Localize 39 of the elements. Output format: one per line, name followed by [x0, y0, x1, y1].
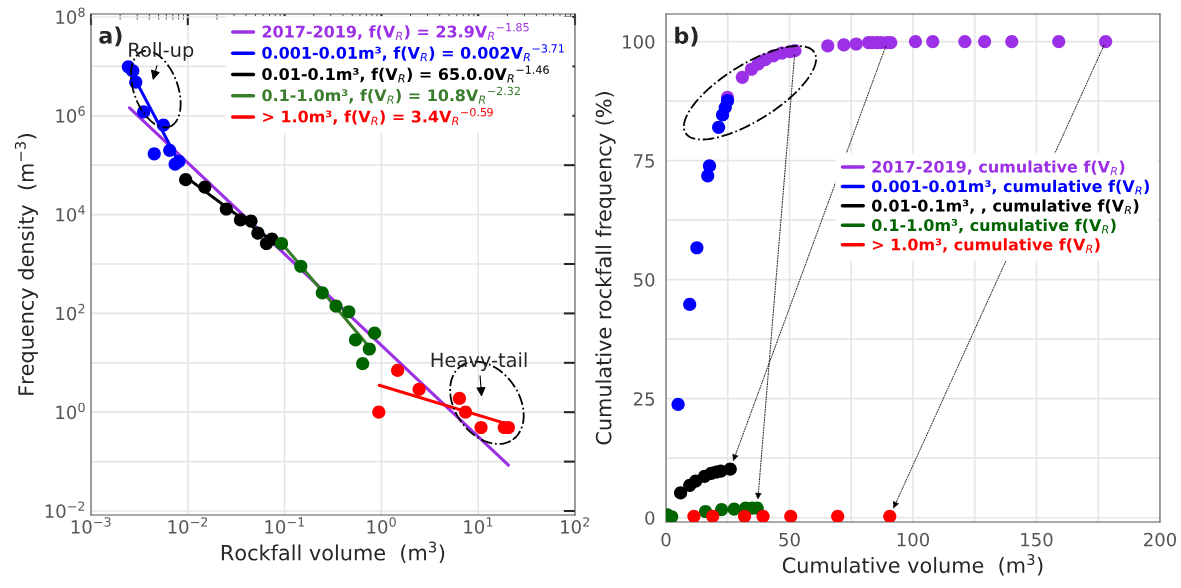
x-tick-label: 10$^{−3}$: [71, 517, 111, 534]
legend-label: > 1.0m³, cumulative f(V$_{R}$): [872, 238, 1100, 253]
x-tick-label: 150: [1021, 532, 1053, 547]
y-tick-label: 75: [634, 154, 655, 168]
y-axis-title: Frequency density (m$^{−3}$): [14, 134, 38, 395]
annotation: Roll-up: [129, 42, 194, 61]
y-tick-label: 10$^{8}$: [56, 7, 85, 24]
x-tick-label: 0: [661, 532, 671, 547]
y-tick-label: 25: [633, 392, 655, 406]
x-tick-label: 10$^{−2}$: [168, 517, 208, 534]
legend-label: 2017-2019, f(V$_{R}$) = 23.9V$_{R}$$^{−1.85}$: [262, 22, 529, 41]
x-axis-title: Rockfall volume (m$^{3}$): [221, 541, 445, 564]
y-tick-label: 100: [623, 35, 655, 49]
annotation: a): [99, 26, 122, 47]
annotation: Heavy-tail: [431, 352, 527, 371]
legend-label: 0.01-0.1m³, , cumulative f(V$_{R}$): [871, 199, 1139, 215]
x-axis-title: Cumulative volume (m$^{3}$): [782, 554, 1043, 576]
y-tick-label: 10$^{4}$: [56, 205, 85, 222]
x-tick-label: 10$^{0}$: [367, 517, 396, 534]
legend-label: 0.001-0.01m³, cumulative f(V$_{R}$): [871, 179, 1149, 195]
y-axis-title: Cumulative rockfall frequency (%): [595, 92, 616, 445]
x-tick-label: 100: [897, 532, 930, 547]
legend-label: 2017-2019, cumulative f(V$_{R}$): [872, 160, 1125, 176]
x-tick-label: 50: [779, 532, 800, 547]
legend-label: 0.1-1.0m³, f(V$_{R}$) = 10.8V$_{R}$$^{−2.32}$: [262, 86, 520, 104]
legend-label: 0.001-0.01m³, f(V$_{R}$) = 0.002V$_{R}$$^{−3.71}$: [262, 44, 564, 62]
legend-label: 0.01-0.1m³, f(V$_{R}$) = 65.0.0V$_{R}$$^{−1.46}$: [262, 65, 549, 83]
annotation: b): [675, 26, 698, 47]
y-tick-label: 10$^{6}$: [56, 106, 85, 123]
legend-label: 0.1-1.0m³, cumulative f(V$_{R}$): [871, 218, 1116, 234]
y-tick-label: 10$^{0}$: [56, 402, 85, 420]
y-tick-label: 50: [634, 273, 655, 287]
x-tick-label: 10$^{−1}$: [265, 517, 304, 534]
x-tick-label: 10$^{2}$: [561, 517, 590, 534]
y-tick-label: 10$^{−2}$: [45, 501, 85, 518]
y-tick-label: 10$^{2}$: [56, 303, 85, 321]
legend-label: > 1.0m³, f(V$_{R}$) = 3.4V$_{R}$$^{−0.59}$: [263, 107, 493, 125]
x-tick-label: 10$^{1}$: [464, 517, 493, 534]
x-tick-label: 200: [1144, 532, 1177, 547]
